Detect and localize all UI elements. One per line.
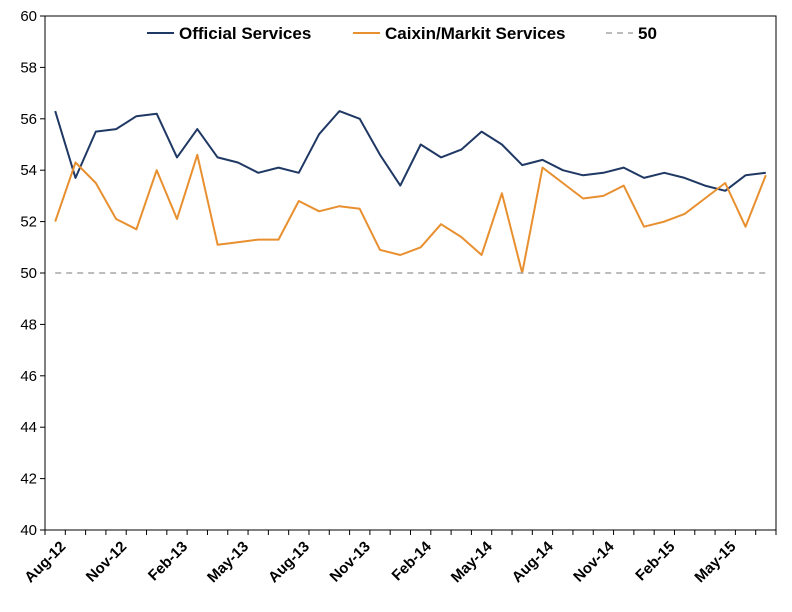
series-line-official-services xyxy=(54,110,766,192)
y-tick-label: 52 xyxy=(20,214,37,231)
y-tick-label: 40 xyxy=(20,522,37,539)
x-tick-label: Feb-14 xyxy=(389,538,436,585)
series-line-caixin-markit-services xyxy=(54,153,767,274)
legend-label: Caixin/Markit Services xyxy=(385,24,565,43)
x-tick-label: Aug-13 xyxy=(265,538,313,586)
x-tick-label: Aug-14 xyxy=(509,538,557,586)
y-tick-label: 46 xyxy=(20,368,37,385)
y-tick-label: 48 xyxy=(20,316,37,333)
y-tick-label: 54 xyxy=(20,162,37,179)
y-axis-ticks: 40 42 44 46 48 50 52 54 56 58 60 xyxy=(20,8,45,539)
legend: Official Services Caixin/Markit Services 5… xyxy=(147,24,657,43)
series-layer xyxy=(54,110,767,274)
legend-label: Official Services xyxy=(179,24,311,43)
y-tick-label: 44 xyxy=(20,419,37,436)
x-tick-label: May-13 xyxy=(204,538,252,586)
x-tick-label: Aug-12 xyxy=(21,538,69,586)
legend-label: 50 xyxy=(638,24,657,43)
x-axis-ticks: Aug-12 Nov-12 Feb-13 May-13 Aug-13 Nov-13 Feb-… xyxy=(21,530,777,586)
y-tick-label: 50 xyxy=(20,265,37,282)
x-tick-label: Nov-14 xyxy=(570,538,618,586)
x-tick-label: Nov-13 xyxy=(327,538,374,585)
x-tick-label: Feb-13 xyxy=(145,538,191,584)
x-tick-label: Feb-15 xyxy=(632,538,678,584)
y-tick-label: 58 xyxy=(20,59,37,76)
x-tick-label: May-14 xyxy=(448,538,496,586)
y-tick-label: 60 xyxy=(20,8,37,25)
x-tick-label: Nov-12 xyxy=(83,538,130,585)
y-tick-label: 42 xyxy=(20,471,37,488)
x-tick-label: May-15 xyxy=(691,538,739,586)
y-tick-label: 56 xyxy=(20,111,37,128)
